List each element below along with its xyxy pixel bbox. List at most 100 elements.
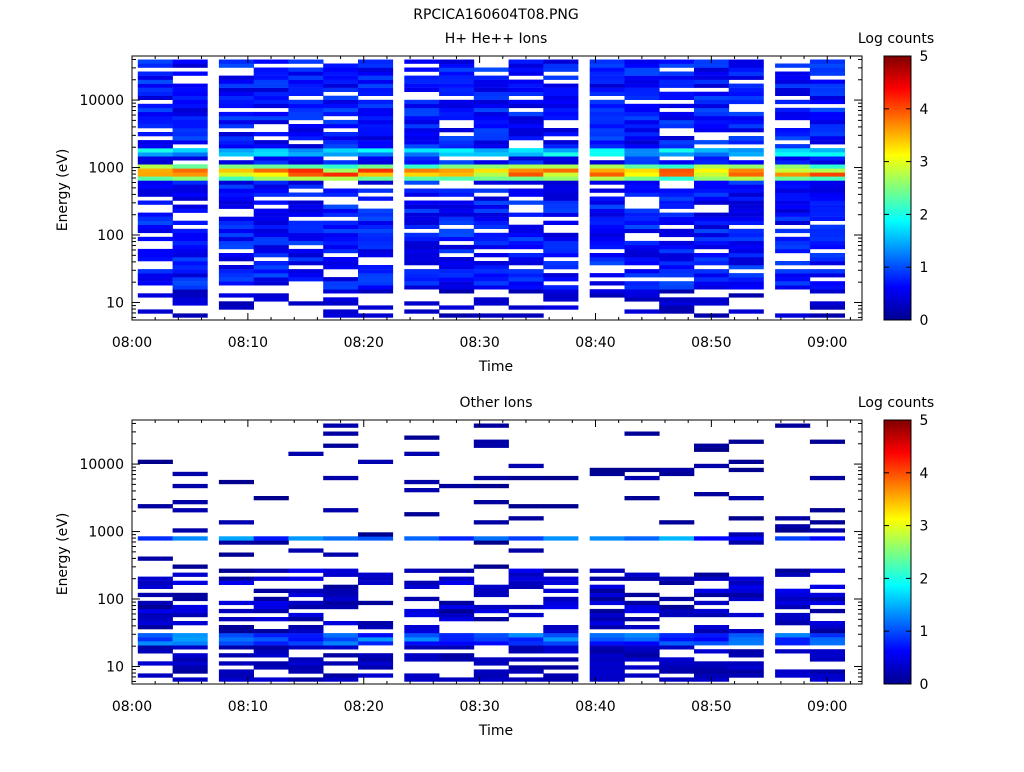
spectrogram-cell: [589, 625, 625, 630]
spectrogram-cell: [404, 224, 440, 229]
spectrogram-cell: [137, 119, 173, 125]
spectrogram-cell: [404, 172, 440, 177]
colorbar-tick-label: 4: [920, 102, 929, 118]
spectrogram-cell: [694, 196, 730, 201]
spectrogram-cell: [288, 107, 324, 113]
spectrogram-cell: [253, 156, 289, 161]
spectrogram-cell: [323, 232, 359, 238]
spectrogram-cell: [253, 132, 289, 137]
spectrogram-cell: [728, 124, 764, 129]
spectrogram-cell: [775, 115, 811, 121]
spectrogram-cell: [253, 160, 289, 165]
spectrogram-cell: [728, 240, 764, 246]
spectrogram-cell: [659, 520, 695, 525]
spectrogram-cell: [508, 568, 544, 573]
spectrogram-cell: [137, 79, 173, 84]
spectrogram-cell: [137, 228, 173, 234]
spectrogram-cell: [404, 200, 440, 205]
spectrogram-cell: [323, 508, 359, 513]
spectrogram-cell: [358, 176, 394, 181]
spectrogram-cell: [288, 273, 324, 278]
spectrogram-cell: [473, 669, 509, 674]
spectrogram-cell: [589, 592, 625, 598]
spectrogram-cell: [358, 107, 394, 113]
spectrogram-cell: [809, 536, 845, 541]
spectrogram-cell: [543, 172, 579, 177]
spectrogram-cell: [728, 71, 764, 76]
spectrogram-cell: [288, 164, 324, 169]
spectrogram-cell: [775, 669, 811, 674]
spectrogram-cell: [694, 269, 730, 274]
y-axis: 10 100 1000 10000: [79, 422, 862, 682]
spectrogram-cell: [589, 617, 625, 622]
spectrogram-cell: [728, 83, 764, 88]
spectrogram-cell: [659, 172, 695, 177]
spectrogram-cell: [137, 617, 173, 622]
spectrogram-cell: [253, 576, 289, 581]
spectrogram-cell: [358, 240, 394, 246]
spectrogram-cell: [404, 144, 440, 149]
spectrogram-cell: [508, 188, 544, 193]
spectrogram-cell: [659, 200, 695, 205]
spectrogram-cell: [624, 220, 660, 225]
spectrogram-cell: [809, 301, 845, 306]
spectrogram-cell: [508, 269, 544, 274]
spectrogram-cell: [543, 184, 579, 189]
spectrogram-cell: [624, 188, 660, 193]
spectrogram-cell: [323, 83, 359, 88]
spectrogram-cell: [288, 75, 324, 80]
spectrogram-cell: [694, 297, 730, 302]
spectrogram-cell: [358, 220, 394, 225]
spectrogram-cell: [172, 107, 208, 113]
spectrogram-cell: [543, 200, 579, 205]
spectrogram-cell: [508, 91, 544, 96]
spectrogram-cell: [775, 612, 811, 618]
spectrogram-cell: [473, 657, 509, 662]
spectrogram-cell: [809, 71, 845, 76]
spectrogram-cell: [218, 641, 254, 646]
spectrogram-cell: [473, 301, 509, 306]
spectrogram-cell: [253, 596, 289, 602]
spectrogram-cell: [589, 673, 625, 678]
spectrogram-cell: [728, 253, 764, 258]
spectrogram-cell: [404, 633, 440, 638]
spectrogram-cell: [624, 172, 660, 177]
spectrogram-cell: [253, 253, 289, 258]
spectrogram-cell: [694, 273, 730, 278]
spectrogram-cell: [404, 612, 440, 618]
spectrogram-cell: [659, 253, 695, 258]
spectrogram-cell: [543, 83, 579, 88]
spectrogram-cell: [624, 91, 660, 96]
spectrogram-cell: [728, 192, 764, 197]
spectrogram-cell: [624, 297, 660, 302]
spectrogram-cell: [543, 645, 579, 650]
spectrogram-cell: [589, 257, 625, 262]
spectrogram-cell: [323, 257, 359, 262]
spectrogram-cell: [323, 95, 359, 100]
spectrogram-cell: [473, 75, 509, 80]
x-tick-label: 09:00: [807, 335, 847, 351]
spectrogram-cell: [728, 172, 764, 177]
spectrogram-cell: [253, 59, 289, 64]
spectrogram-cell: [137, 75, 173, 80]
spectrogram-cell: [288, 261, 324, 266]
spectrogram-cell: [218, 111, 254, 117]
spectrogram-cell: [218, 140, 254, 145]
spectrogram-cell: [404, 236, 440, 242]
y-tick-label: 10: [106, 295, 124, 311]
spectrogram-cell: [508, 677, 544, 682]
spectrogram-cell: [172, 536, 208, 541]
spectrogram-cell: [589, 103, 625, 109]
x-axis: 08:00 08:10 08:20 08:30 08:40 08:50 09:00: [112, 420, 851, 715]
spectrogram-cell: [659, 111, 695, 117]
spectrogram-cell: [137, 584, 173, 589]
x-tick-label: 08:50: [691, 699, 731, 715]
spectrogram-cell: [137, 536, 173, 541]
spectrogram-cell: [775, 600, 811, 606]
colorbar-tick-label: 5: [920, 413, 929, 429]
colorbar-label: Log counts: [858, 31, 934, 47]
spectrogram-cell: [404, 119, 440, 125]
spectrogram-cell: [775, 273, 811, 278]
spectrogram-cell: [358, 277, 394, 282]
spectrogram-cell: [775, 164, 811, 169]
